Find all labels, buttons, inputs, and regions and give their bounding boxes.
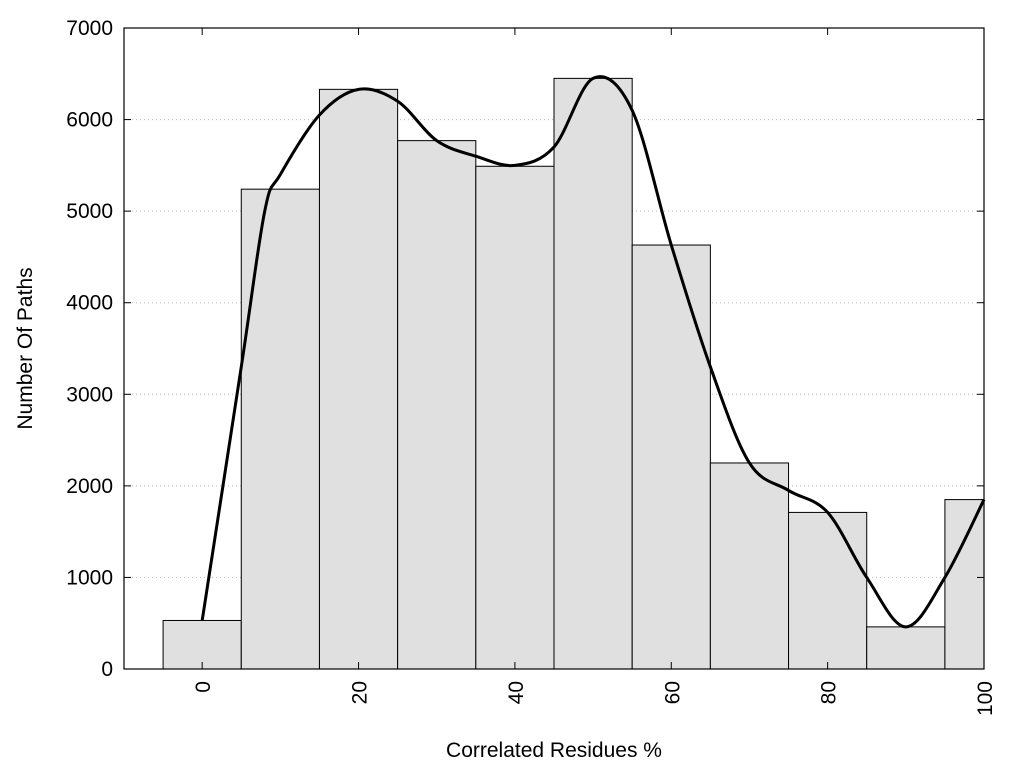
x-axis-ticks: 0 20 40 60 80 100	[192, 28, 997, 716]
bar	[944, 499, 984, 669]
x-tick-label: 20	[349, 681, 372, 704]
plot-frame	[123, 27, 985, 670]
x-tick-label: 80	[818, 681, 841, 704]
bar	[709, 462, 790, 669]
y-tick-label: 3000	[66, 383, 113, 406]
y-tick-label: 6000	[66, 109, 113, 132]
bar	[553, 77, 633, 669]
bar	[475, 165, 555, 669]
bar	[866, 626, 946, 669]
x-tick-label: 100	[974, 681, 997, 716]
y-axis-ticks: 0 1000 2000 3000 4000 5000 6000 7000	[66, 17, 984, 681]
bar	[240, 188, 320, 669]
x-tick-label: 0	[192, 681, 215, 693]
bar	[318, 88, 399, 669]
bar	[162, 619, 242, 669]
y-tick-label: 0	[101, 658, 113, 681]
y-tick-label: 5000	[66, 200, 113, 223]
bars-group	[162, 77, 984, 669]
x-tick-label: 40	[505, 681, 528, 704]
x-tick-label: 60	[661, 681, 684, 704]
y-tick-label: 4000	[66, 292, 113, 315]
trend-curve	[200, 75, 986, 629]
y-axis-label: Number Of Paths	[14, 267, 37, 429]
y-tick-label: 7000	[66, 17, 113, 40]
y-tick-label: 1000	[66, 566, 113, 589]
bar	[631, 244, 711, 669]
bar	[788, 511, 868, 669]
x-axis-label: Correlated Residues %	[446, 739, 662, 762]
bar	[397, 140, 477, 669]
y-tick-label: 2000	[66, 475, 113, 498]
